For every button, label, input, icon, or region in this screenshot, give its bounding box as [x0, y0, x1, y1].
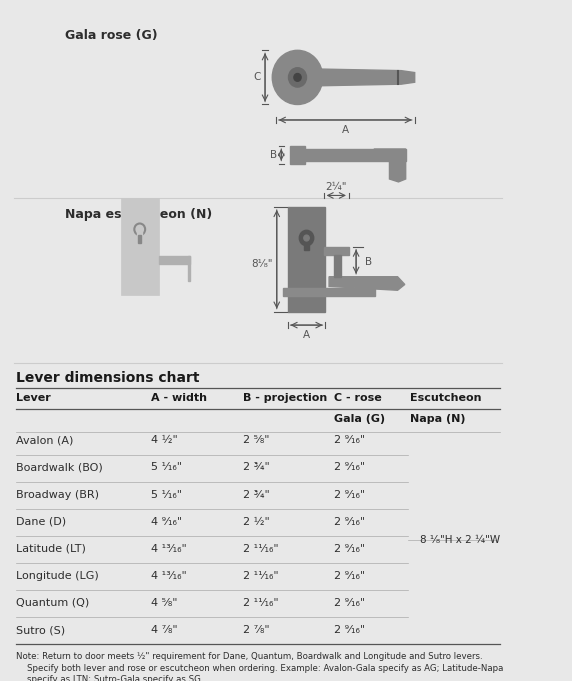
Bar	[333, 255, 341, 276]
Text: 2 ¾": 2 ¾"	[244, 462, 270, 473]
Text: A: A	[341, 125, 349, 135]
Text: Gala rose (G): Gala rose (G)	[65, 29, 157, 42]
Text: Note: Return to door meets ½" requirement for Dane, Quantum, Boardwalk and Longi: Note: Return to door meets ½" requiremen…	[16, 652, 483, 661]
Bar	[291, 146, 305, 163]
Text: 4 ⁵⁄₈": 4 ⁵⁄₈"	[152, 598, 178, 608]
Text: Avalon (A): Avalon (A)	[16, 435, 74, 445]
Text: Escutcheon: Escutcheon	[410, 393, 482, 403]
Text: A: A	[303, 330, 310, 340]
Text: Broadway (BR): Broadway (BR)	[16, 490, 99, 500]
Circle shape	[272, 50, 323, 104]
Text: 4 ¹³⁄₁₆": 4 ¹³⁄₁₆"	[152, 571, 187, 581]
Bar	[138, 235, 141, 243]
Text: Napa escutcheon (N): Napa escutcheon (N)	[65, 208, 212, 221]
Bar	[305, 149, 406, 161]
Polygon shape	[283, 288, 375, 296]
Text: 2 ⁹⁄₁₆": 2 ⁹⁄₁₆"	[333, 462, 365, 473]
Text: 2 ⁷⁄₈": 2 ⁷⁄₈"	[244, 625, 270, 635]
Text: 2 ⁵⁄₈": 2 ⁵⁄₈"	[244, 435, 270, 445]
Text: 4 ¹³⁄₁₆": 4 ¹³⁄₁₆"	[152, 543, 187, 554]
Polygon shape	[374, 149, 406, 182]
Text: C - rose: C - rose	[333, 393, 382, 403]
Text: Napa (N): Napa (N)	[410, 414, 466, 424]
Text: B: B	[365, 257, 372, 267]
Text: 2 ⁹⁄₁₆": 2 ⁹⁄₁₆"	[333, 598, 365, 608]
Text: B - projection: B - projection	[244, 393, 328, 403]
Text: Lever: Lever	[16, 393, 51, 403]
Polygon shape	[302, 69, 415, 86]
Text: 2 ⁹⁄₁₆": 2 ⁹⁄₁₆"	[333, 571, 365, 581]
Text: B: B	[269, 150, 277, 160]
Circle shape	[304, 235, 309, 241]
Text: 8¹⁄₈": 8¹⁄₈"	[251, 259, 272, 269]
Text: Boardwalk (BO): Boardwalk (BO)	[16, 462, 103, 473]
Text: Gala (G): Gala (G)	[333, 414, 385, 424]
Text: 2 ¹¹⁄₁₆": 2 ¹¹⁄₁₆"	[244, 598, 279, 608]
Text: 2 ⁹⁄₁₆": 2 ⁹⁄₁₆"	[333, 517, 365, 526]
Text: specify as LTN; Sutro-Gala specify as SG.: specify as LTN; Sutro-Gala specify as SG…	[27, 676, 204, 681]
Text: Quantum (Q): Quantum (Q)	[16, 598, 89, 608]
Bar	[137, 229, 142, 241]
Text: 4 ⁹⁄₁₆": 4 ⁹⁄₁₆"	[152, 517, 182, 526]
Text: 2 ½": 2 ½"	[244, 517, 270, 526]
Text: 5 ¹⁄₁₆": 5 ¹⁄₁₆"	[152, 462, 182, 473]
Text: 2 ⁹⁄₁₆": 2 ⁹⁄₁₆"	[333, 625, 365, 635]
Bar	[304, 238, 309, 250]
Bar	[158, 257, 190, 264]
Circle shape	[288, 67, 307, 87]
Text: 2 ⁹⁄₁₆": 2 ⁹⁄₁₆"	[333, 543, 365, 554]
Text: Dane (D): Dane (D)	[16, 517, 66, 526]
Text: 4 ½": 4 ½"	[152, 435, 178, 445]
Text: 2 ⁹⁄₁₆": 2 ⁹⁄₁₆"	[333, 490, 365, 500]
Text: 2¼": 2¼"	[325, 182, 347, 191]
Text: Specify both lever and rose or escutcheon when ordering. Example: Avalon-Gala sp: Specify both lever and rose or escutcheo…	[27, 664, 503, 673]
Circle shape	[294, 74, 301, 81]
Bar	[324, 247, 349, 255]
Text: Sutro (S): Sutro (S)	[16, 625, 65, 635]
Text: Longitude (LG): Longitude (LG)	[16, 571, 99, 581]
Bar	[121, 198, 158, 295]
Circle shape	[299, 230, 313, 246]
Text: 8 ¹⁄₈"H x 2 ¼"W: 8 ¹⁄₈"H x 2 ¼"W	[420, 535, 500, 545]
Polygon shape	[329, 276, 405, 290]
Bar	[188, 257, 190, 281]
Text: 4 ⁷⁄₈": 4 ⁷⁄₈"	[152, 625, 178, 635]
Text: Lever dimensions chart: Lever dimensions chart	[16, 370, 200, 385]
Text: 5 ¹⁄₁₆": 5 ¹⁄₁₆"	[152, 490, 182, 500]
Text: Latitude (LT): Latitude (LT)	[16, 543, 86, 554]
Text: C: C	[253, 72, 260, 82]
Text: 2 ¹¹⁄₁₆": 2 ¹¹⁄₁₆"	[244, 543, 279, 554]
Text: 2 ¹¹⁄₁₆": 2 ¹¹⁄₁₆"	[244, 571, 279, 581]
Bar	[288, 207, 325, 311]
Text: A - width: A - width	[152, 393, 208, 403]
Text: 2 ¾": 2 ¾"	[244, 490, 270, 500]
Text: 2 ⁹⁄₁₆": 2 ⁹⁄₁₆"	[333, 435, 365, 445]
